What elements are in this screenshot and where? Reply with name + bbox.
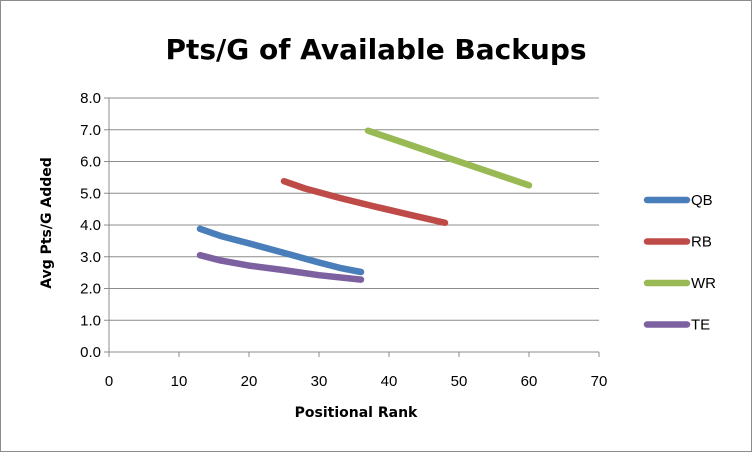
y-tick-label: 4.0	[80, 217, 101, 234]
series-line-te	[196, 251, 365, 283]
legend-label-qb: QB	[691, 192, 713, 209]
y-tick-label: 2.0	[80, 281, 101, 298]
series-lines	[196, 127, 533, 283]
y-tick-label: 7.0	[80, 122, 101, 139]
legend-label-rb: RB	[691, 234, 712, 251]
x-tick-label: 30	[311, 373, 328, 390]
x-tick-label: 10	[171, 373, 188, 390]
chart-title: Pts/G of Available Backups	[165, 33, 586, 66]
y-tick-label: 5.0	[80, 185, 101, 202]
legend-label-wr: WR	[691, 275, 716, 292]
x-tick-labels: 0 10 20 30 40 50 60 70	[105, 352, 608, 390]
x-tick-label: 60	[521, 373, 538, 390]
x-tick-label: 70	[591, 373, 608, 390]
gridlines	[109, 97, 599, 321]
x-tick-label: 0	[105, 373, 113, 390]
series-line-rb	[280, 177, 449, 227]
series-line-qb	[196, 225, 365, 276]
x-tick-label: 40	[381, 373, 398, 390]
x-tick-label: 20	[241, 373, 258, 390]
y-tick-label: 3.0	[80, 249, 101, 266]
y-axis-title: Avg Pts/G Added	[39, 157, 55, 289]
x-tick-label: 50	[451, 373, 468, 390]
y-tick-label: 6.0	[80, 154, 101, 171]
y-tick-label: 1.0	[80, 312, 101, 329]
x-axis-title: Positional Rank	[295, 405, 418, 421]
series-line-wr	[364, 127, 533, 189]
legend: QB RB WR TE	[643, 192, 716, 334]
y-tick-label: 0.0	[80, 344, 101, 361]
legend-label-te: TE	[691, 317, 710, 334]
y-tick-label: 8.0	[80, 90, 101, 107]
y-tick-labels: 0.0 1.0 2.0 3.0 4.0 5.0 6.0 7.0 8.0	[80, 90, 109, 361]
